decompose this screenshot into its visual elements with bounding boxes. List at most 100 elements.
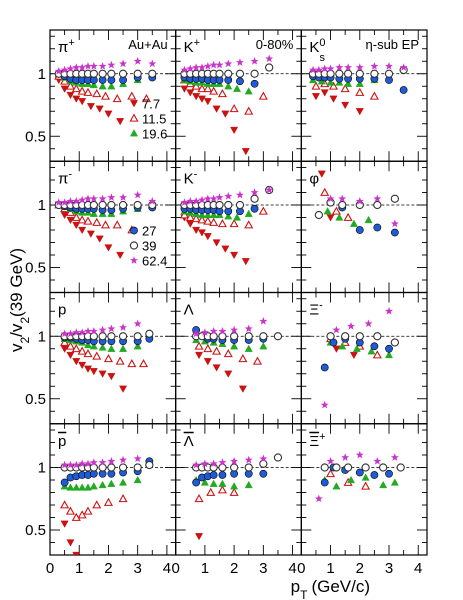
point-62.4	[107, 193, 116, 201]
point-62.4	[347, 322, 356, 330]
point-39	[244, 332, 253, 341]
point-39	[250, 194, 259, 203]
point-27	[373, 223, 382, 232]
point-39	[98, 332, 107, 341]
point-19.6	[390, 478, 399, 486]
point-7.7	[230, 126, 239, 135]
point-7.7	[119, 385, 128, 393]
point-39	[373, 200, 382, 210]
point-62.4	[259, 454, 268, 463]
point-39	[98, 69, 107, 78]
point-19.6	[89, 482, 98, 490]
point-62.4	[78, 63, 87, 71]
point-7.7	[195, 533, 204, 541]
point-19.6	[361, 473, 370, 481]
point-39	[148, 69, 157, 78]
point-11.5	[340, 84, 350, 93]
point-62.4	[180, 198, 189, 206]
point-7.7	[212, 105, 221, 113]
point-39	[145, 329, 154, 338]
point-7.7	[89, 368, 98, 376]
point-7.7	[332, 345, 341, 353]
point-62.4	[338, 194, 347, 203]
point-62.4	[390, 453, 399, 461]
point-62.4	[98, 62, 107, 70]
point-62.4	[89, 62, 98, 70]
annotation-system: Au+Au	[128, 37, 167, 52]
point-11.5	[258, 91, 268, 100]
point-62.4	[203, 62, 212, 70]
point-39	[390, 194, 400, 203]
point-11.5	[71, 512, 81, 521]
panel-label: K0 s	[309, 37, 325, 64]
point-19.6	[352, 344, 361, 352]
point-39	[98, 200, 107, 210]
x-tick-label: 4	[288, 560, 296, 577]
panel-xi-minus: Ξ-	[300, 291, 428, 425]
point-62.4	[72, 197, 81, 205]
point-62.4	[209, 327, 218, 335]
point-11.5	[194, 341, 204, 350]
x-tick-label: 1	[326, 560, 334, 577]
x-tick-label: 0	[297, 560, 305, 577]
point-27	[355, 226, 364, 234]
point-19.6	[107, 479, 116, 487]
point-11.5	[77, 346, 87, 355]
point-11.5	[71, 344, 81, 353]
point-7.7	[326, 214, 335, 222]
point-7.7	[72, 221, 81, 230]
point-19.6	[66, 483, 75, 491]
point-19.6	[72, 483, 81, 491]
point-11.5	[311, 81, 321, 90]
markers	[60, 319, 154, 393]
point-11.5	[209, 217, 219, 226]
point-39	[218, 463, 227, 472]
point-11.5	[328, 81, 339, 90]
point-39	[133, 200, 142, 210]
point-39	[390, 338, 400, 347]
point-19.6	[259, 342, 268, 350]
point-62.4	[341, 453, 350, 461]
point-62.4	[186, 64, 195, 73]
point-62.4	[218, 327, 227, 335]
point-19.6	[209, 479, 218, 487]
point-39	[335, 69, 344, 78]
point-7.7	[197, 229, 206, 237]
point-11.5	[83, 87, 93, 96]
point-7.7	[320, 89, 329, 97]
point-11.5	[60, 76, 70, 85]
point-62.4	[192, 329, 201, 338]
point-19.6	[332, 482, 341, 490]
point-39	[326, 69, 335, 78]
point-39	[235, 200, 245, 210]
point-7.7	[212, 364, 221, 372]
point-39	[89, 332, 98, 341]
point-62.4	[98, 325, 107, 334]
point-62.4	[66, 64, 75, 73]
point-7.7	[66, 91, 75, 100]
point-11.5	[229, 487, 239, 496]
legend-marker-39	[129, 241, 139, 250]
point-11.5	[77, 215, 87, 224]
point-62.4	[355, 197, 364, 205]
point-62.4	[133, 190, 142, 199]
point-7.7	[104, 244, 113, 252]
point-62.4	[119, 455, 128, 464]
point-39	[320, 463, 329, 472]
point-7.7	[78, 361, 87, 370]
point-62.4	[78, 328, 87, 336]
point-39	[229, 332, 239, 341]
point-7.7	[86, 103, 95, 111]
point-11.5	[127, 91, 137, 100]
point-62.4	[89, 458, 98, 466]
x-tick-label: 3	[259, 560, 267, 577]
point-62.4	[373, 457, 382, 465]
point-7.7	[116, 118, 125, 126]
point-39	[396, 463, 405, 472]
point-39	[273, 453, 283, 462]
point-62.4	[119, 323, 128, 331]
point-39	[314, 210, 324, 220]
markers	[191, 453, 283, 541]
point-7.7	[241, 258, 250, 266]
point-62.4	[373, 194, 382, 203]
